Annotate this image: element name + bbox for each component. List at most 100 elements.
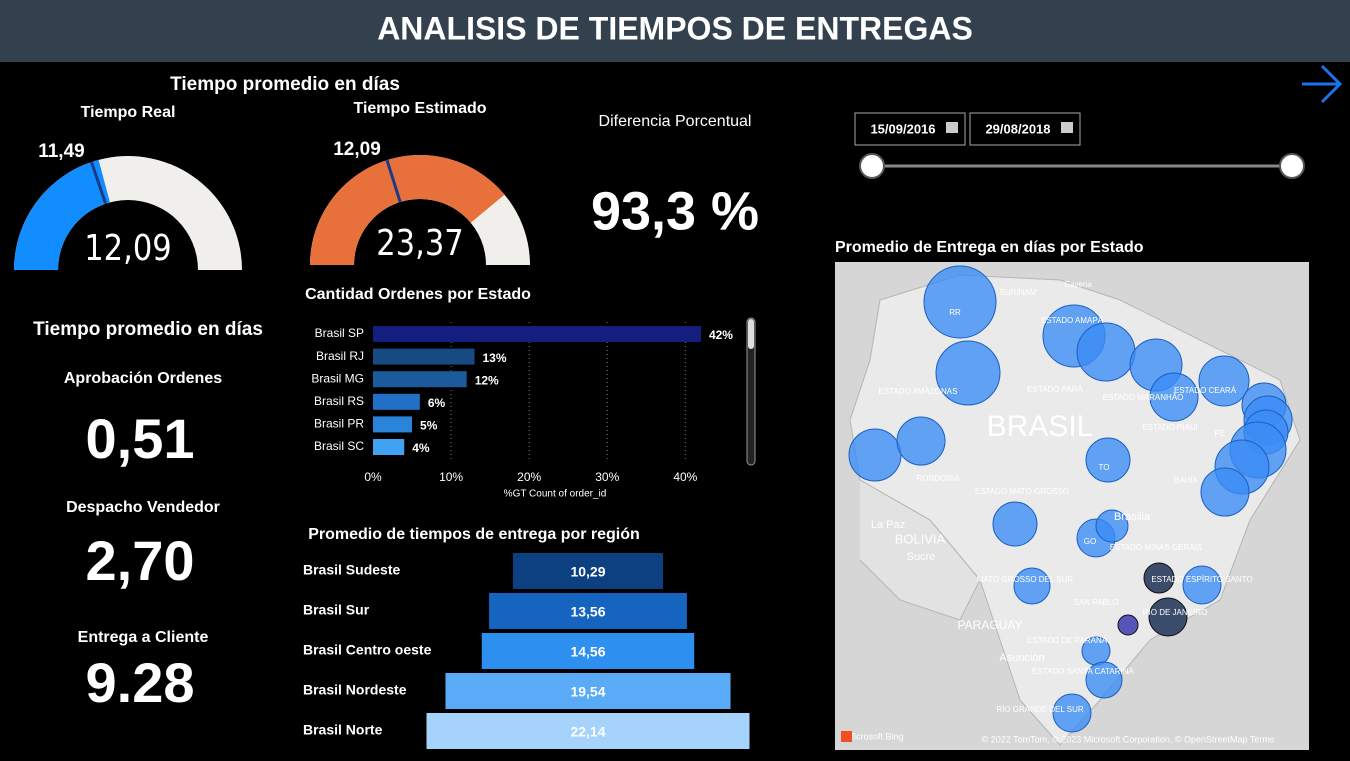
chart-title: Promedio de tiempos de entrega por regió… — [308, 526, 640, 543]
map-bubble[interactable] — [1200, 467, 1250, 517]
map-label: Cayena — [1064, 280, 1092, 289]
date-text: 29/08/2018 — [985, 121, 1050, 136]
header-bar — [0, 0, 1350, 62]
map-label: SAN PABLO — [1074, 598, 1119, 607]
map-bubble[interactable] — [848, 428, 902, 482]
map-bubble[interactable] — [1013, 567, 1051, 605]
map-label: Microsoft Bing — [846, 731, 903, 741]
category-label: Brasil Sur — [303, 602, 370, 618]
y-tick-label: Brasil PR — [314, 417, 364, 431]
data-label: 42% — [709, 328, 733, 342]
map-bubble[interactable] — [1085, 437, 1131, 483]
x-tick-label: 20% — [517, 470, 541, 484]
category-label: Brasil Nordeste — [303, 682, 407, 698]
gauge-target — [385, 159, 402, 203]
map-label: ESTADO PARÁ — [1027, 385, 1083, 394]
map-label: GO — [1084, 537, 1096, 546]
gauge-target-label: 11,49 — [38, 141, 85, 162]
map-label: BRASIL — [987, 410, 1094, 443]
map-bubble[interactable] — [896, 416, 946, 466]
gauge-target-label: 12,09 — [333, 139, 381, 160]
map-label: ESTADO MATO GROSSO — [975, 487, 1069, 496]
map-bubble[interactable] — [1182, 565, 1222, 605]
kpi-title: Diferencia Porcentual — [599, 113, 752, 130]
scrollbar-thumb[interactable] — [748, 319, 754, 349]
map-bubble[interactable] — [1076, 322, 1136, 382]
map-bubble[interactable] — [1149, 372, 1199, 422]
map-label: TO — [1099, 463, 1110, 472]
date-text: 15/09/2016 — [870, 121, 935, 136]
map-label: PE — [1215, 429, 1226, 438]
category-label: Brasil Norte — [303, 722, 383, 738]
map-label: SURINAM — [1000, 288, 1037, 297]
map-bubble[interactable] — [1148, 597, 1188, 637]
category-label: Brasil Centro oeste — [303, 642, 432, 658]
bar — [373, 348, 475, 365]
funnel-bar — [512, 553, 664, 589]
map-label: Sucre — [907, 551, 936, 563]
bar — [373, 416, 413, 433]
map-bubble[interactable] — [923, 265, 997, 339]
gauge-target — [90, 161, 107, 205]
slider-handle[interactable] — [859, 153, 885, 179]
kpi-value: 0,51 — [86, 407, 195, 470]
bar — [373, 393, 420, 410]
data-label: 6% — [428, 396, 446, 410]
funnel-bar — [489, 593, 687, 629]
next-page-arrow[interactable] — [1302, 64, 1343, 104]
gauge-title: Tiempo Estimado — [353, 100, 486, 117]
data-label: 19,54 — [570, 684, 605, 700]
kpi-title: Despacho Vendedor — [66, 499, 220, 516]
map-label: ESTADO PIAUÍ — [1142, 423, 1198, 432]
map-label: PARAGUAY — [958, 618, 1023, 632]
map-label: ESTADO ESPÍRITO SANTO — [1151, 575, 1252, 584]
scrollbar[interactable] — [746, 317, 756, 466]
y-tick-label: Brasil SP — [315, 326, 364, 340]
map-label: ESTADO MINAS GERAIS — [1110, 543, 1202, 552]
map-bubble[interactable] — [1095, 509, 1129, 543]
map-label: ESTADO AMAPÁ — [1041, 316, 1104, 325]
y-tick-label: Brasil RJ — [316, 349, 364, 363]
map-bubble[interactable] — [1143, 562, 1175, 594]
map-label: RÍO GRANDE DEL SUR — [996, 705, 1083, 714]
slider-handle[interactable] — [1279, 153, 1305, 179]
map-label: Brasilia — [1114, 511, 1151, 523]
y-tick-label: Brasil MG — [311, 371, 364, 385]
chart-title: Promedio de Entrega en días por Estado — [835, 239, 1144, 256]
map-bubble[interactable] — [1052, 693, 1092, 733]
map-label: © 2022 TomTom, © 2023 Microsoft Corporat… — [982, 734, 1275, 744]
data-label: 13% — [483, 351, 507, 365]
kpi-value: 9.28 — [86, 651, 195, 714]
axis-title: %GT Count of order_id — [504, 489, 607, 500]
data-label: 14,56 — [570, 644, 605, 660]
bing-logo — [841, 731, 852, 742]
data-label: 13,56 — [570, 604, 605, 620]
section-title: Tiempo promedio en días — [33, 319, 263, 340]
funnel-bar — [426, 713, 750, 749]
bar — [373, 371, 467, 388]
map-label: Asunción — [999, 652, 1044, 664]
map-label: ESTADO MARANHÃO — [1103, 393, 1184, 402]
kpi-title: Aprobación Ordenes — [64, 370, 222, 387]
kpi-value: 93,3 % — [591, 181, 759, 241]
y-tick-label: Brasil SC — [314, 439, 364, 453]
page-title: ANALISIS DE TIEMPOS DE ENTREGAS — [377, 10, 973, 46]
map-bubble[interactable] — [935, 340, 1001, 406]
x-tick-label: 0% — [364, 470, 382, 484]
map-bubble[interactable] — [992, 501, 1038, 547]
calendar-icon — [946, 122, 958, 133]
map-bubble[interactable] — [1117, 614, 1139, 636]
map-land — [859, 479, 981, 621]
map-label: BOLIVIA — [895, 531, 946, 546]
data-label: 22,14 — [570, 724, 605, 740]
map-label: La Paz — [871, 519, 905, 531]
gauge-fill — [310, 155, 505, 265]
section-title: Tiempo promedio en días — [170, 74, 400, 95]
data-label: 4% — [412, 441, 430, 455]
map-label: ESTADO AMAZONAS — [879, 387, 958, 396]
map-bubble[interactable] — [1198, 355, 1250, 407]
map-bubble[interactable] — [1085, 661, 1123, 699]
gauge-fill — [14, 159, 110, 270]
map-label: RONDONIA — [916, 474, 960, 483]
